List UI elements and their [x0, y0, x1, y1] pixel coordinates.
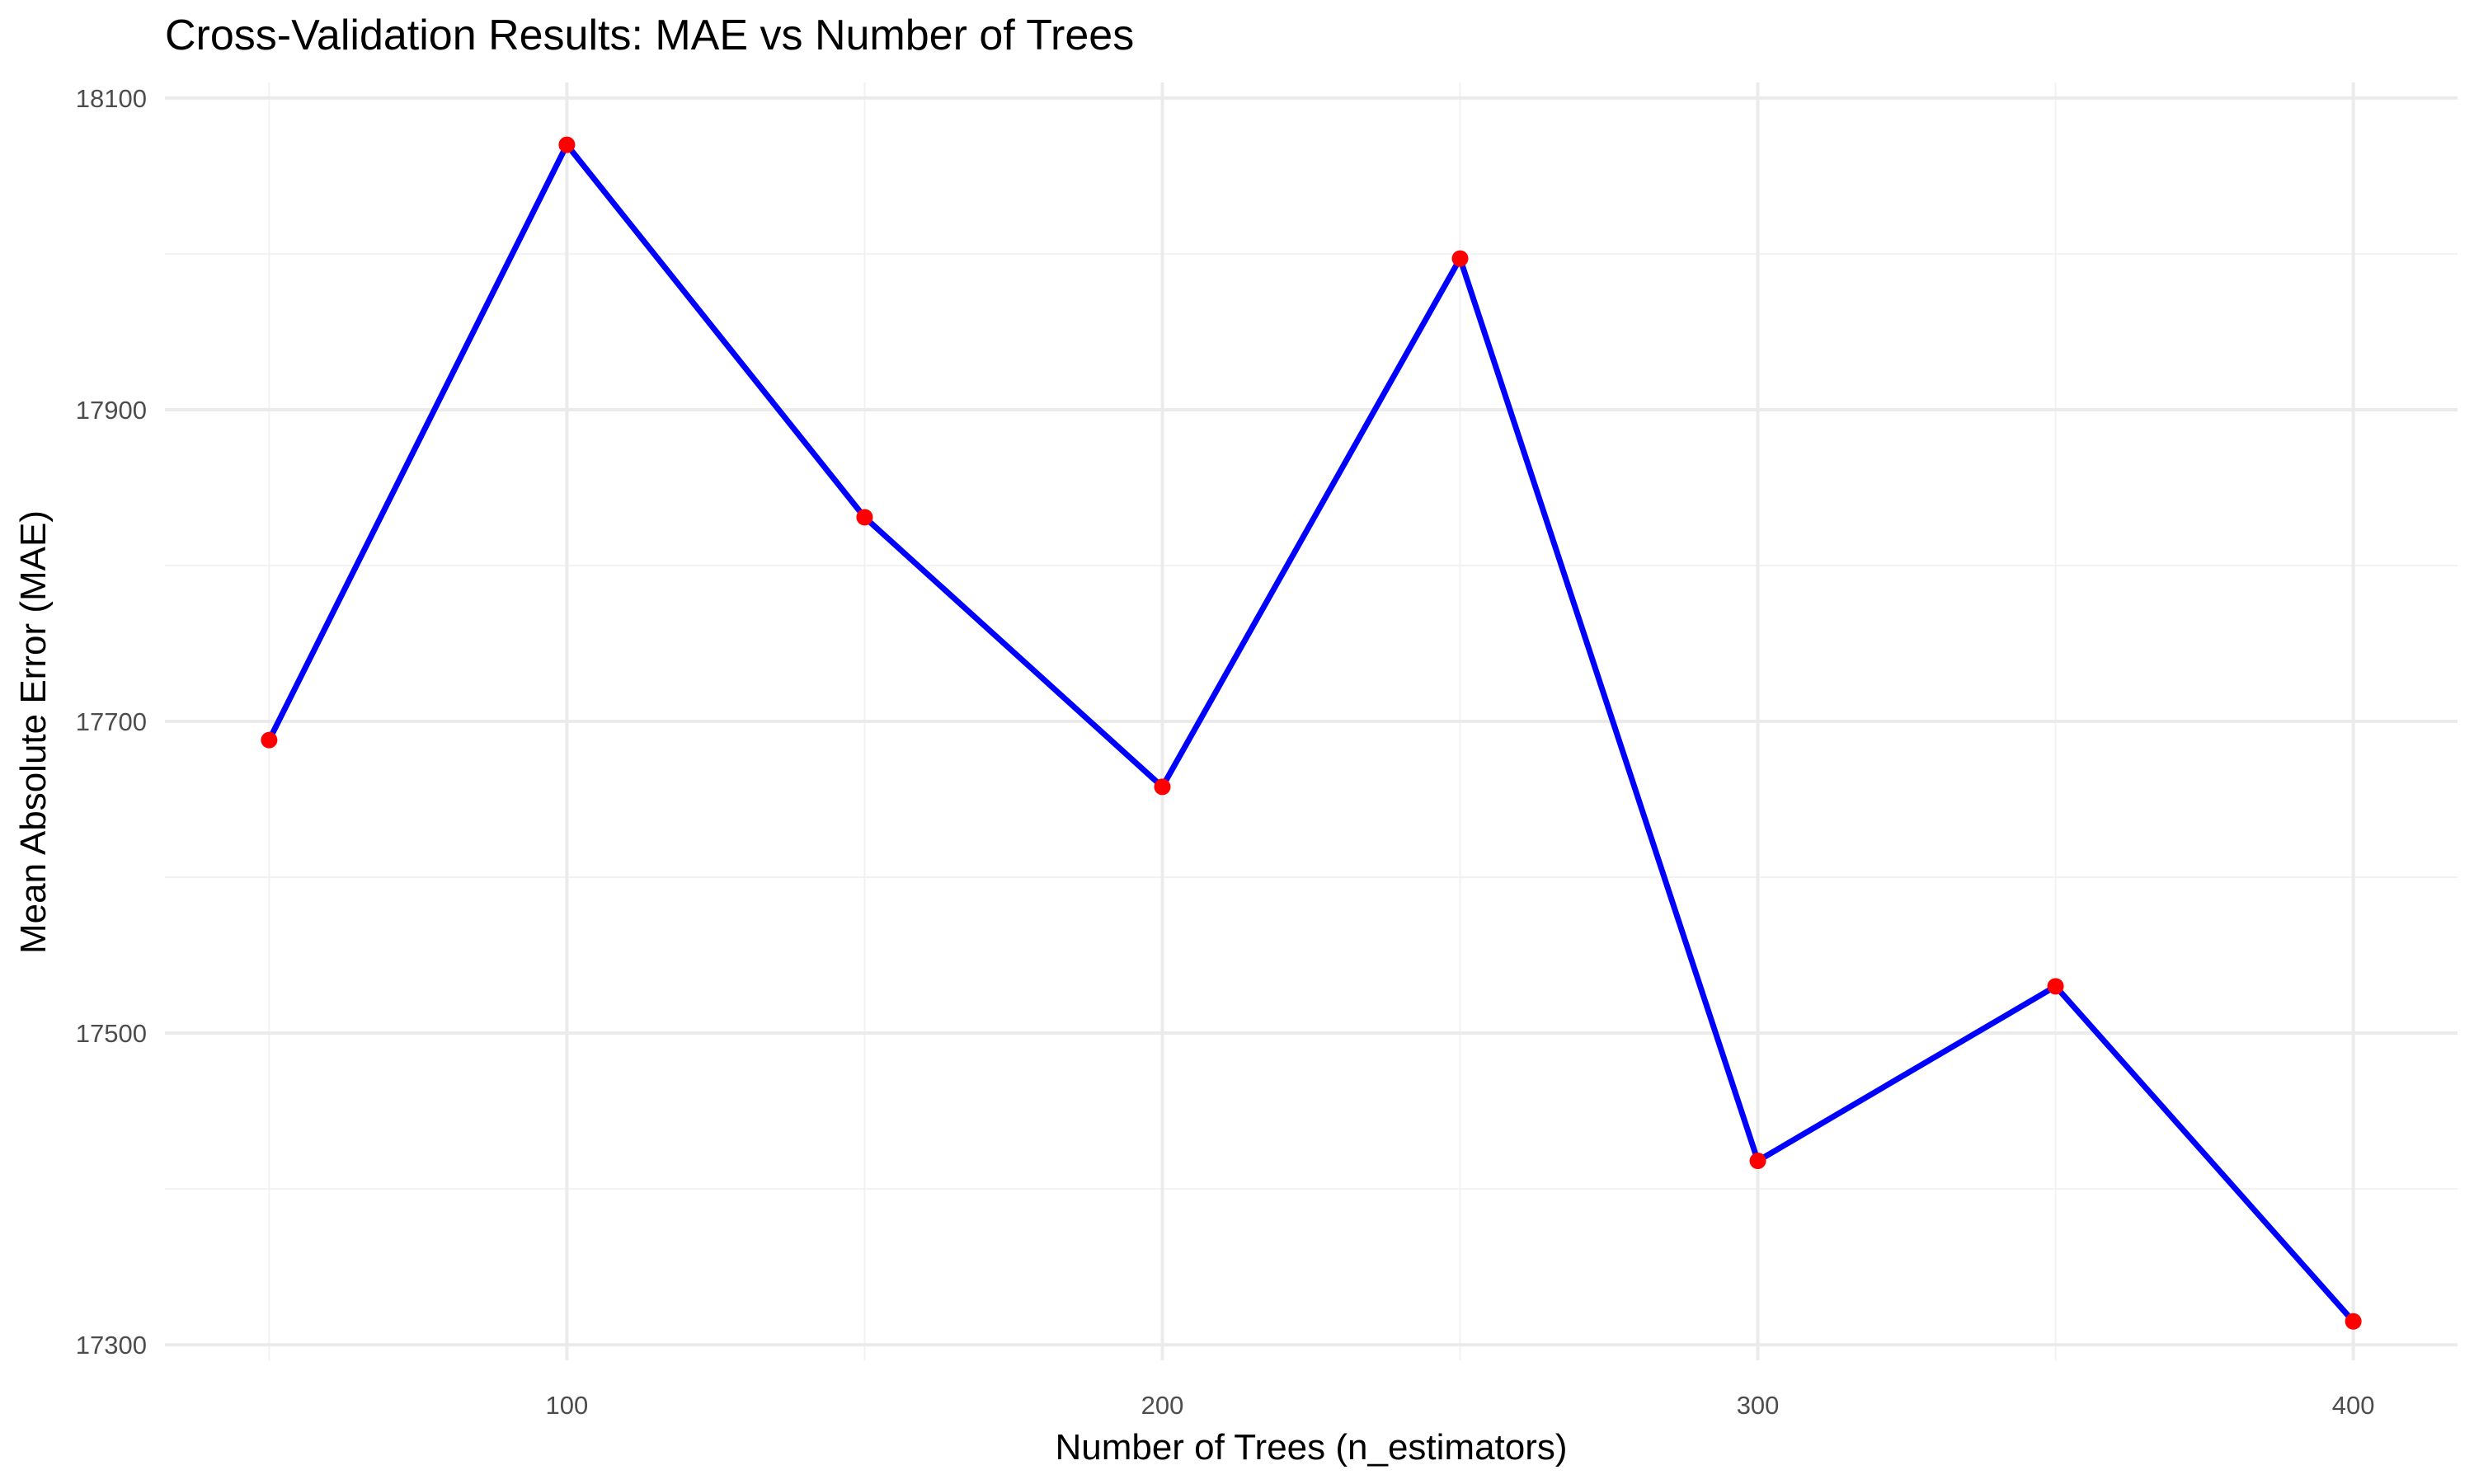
data-point: [261, 731, 278, 749]
chart-title: Cross-Validation Results: MAE vs Number …: [165, 12, 1134, 59]
mae-line: [266, 142, 2357, 1325]
data-point: [2047, 978, 2064, 995]
data-point: [1154, 778, 1171, 796]
mae-points: [261, 136, 2362, 1330]
y-tick-label: 17700: [76, 707, 147, 736]
y-tick-label: 17900: [76, 396, 147, 425]
data-point: [1749, 1153, 1766, 1170]
x-tick-label: 400: [2332, 1391, 2375, 1420]
major-gridlines: [165, 82, 2458, 1360]
tick-labels: 100 200 300 400 17300 17500 17700 17900 18100: [76, 84, 2375, 1420]
y-axis-label: Mean Absolute Error (MAE): [13, 510, 54, 954]
y-tick-label: 17500: [76, 1019, 147, 1048]
x-tick-label: 100: [546, 1391, 589, 1420]
data-point: [558, 136, 576, 153]
mae-series: [266, 142, 2357, 1325]
data-point: [2345, 1313, 2362, 1330]
x-tick-label: 300: [1737, 1391, 1780, 1420]
x-tick-label: 200: [1141, 1391, 1184, 1420]
data-point: [1451, 250, 1469, 267]
data-point: [856, 509, 873, 526]
y-tick-label: 18100: [76, 84, 147, 113]
minor-gridlines: [165, 82, 2458, 1360]
x-axis-label: Number of Trees (n_estimators): [1055, 1427, 1567, 1468]
y-tick-label: 17300: [76, 1331, 147, 1360]
